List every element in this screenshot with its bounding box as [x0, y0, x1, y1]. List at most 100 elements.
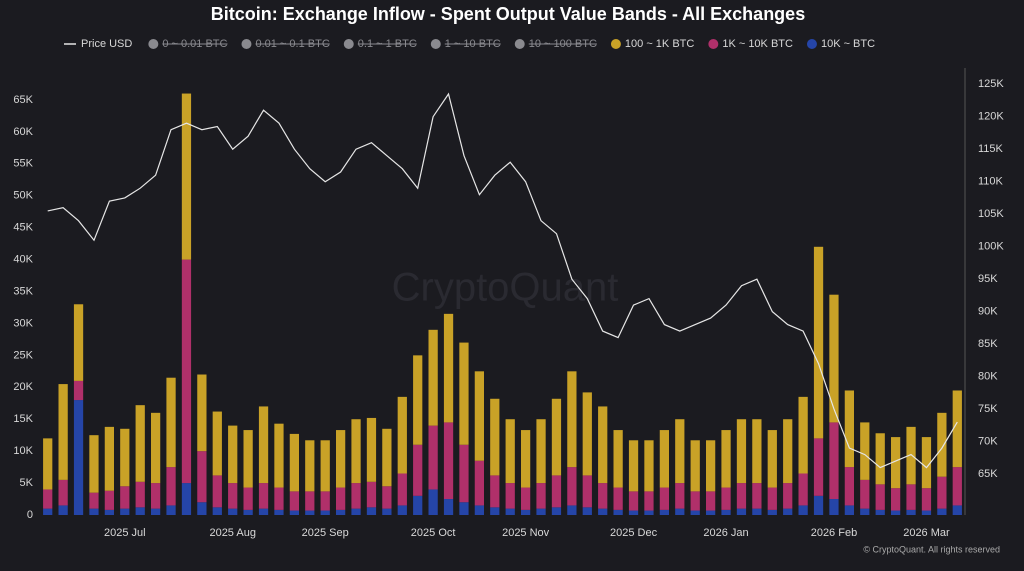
- bar: [875, 509, 885, 515]
- price-line: [47, 92, 958, 469]
- bar: [891, 488, 901, 511]
- bar: [551, 507, 562, 515]
- y2-tick-label: 105K: [978, 208, 1004, 220]
- bar: [58, 505, 68, 515]
- bar: [891, 510, 901, 515]
- bar: [320, 510, 330, 515]
- credit: © CryptoQuant. All rights reserved: [863, 544, 1000, 554]
- bar: [366, 417, 377, 482]
- bar: [937, 476, 947, 509]
- bar: [212, 507, 222, 515]
- bar: [135, 481, 145, 508]
- bar: [860, 508, 870, 515]
- y-tick-label: 50K: [13, 190, 33, 202]
- y2-tick-label: 115K: [978, 143, 1004, 155]
- bar: [798, 473, 808, 506]
- bar: [289, 433, 299, 492]
- bar: [181, 483, 192, 515]
- bar: [320, 440, 330, 492]
- x-tick-label: 2026 Feb: [811, 527, 857, 539]
- bar: [243, 430, 253, 488]
- bar: [474, 460, 484, 506]
- bar: [428, 425, 438, 490]
- bar: [875, 433, 885, 485]
- bar: [844, 390, 854, 468]
- bar: [274, 509, 284, 515]
- y-tick-label: 65K: [13, 94, 33, 106]
- bar: [675, 483, 685, 509]
- bar: [43, 489, 53, 509]
- bar: [43, 438, 53, 490]
- y2-tick-label: 125K: [978, 78, 1004, 90]
- bar: [706, 491, 716, 511]
- bar: [289, 491, 299, 511]
- bar: [644, 440, 654, 492]
- y-tick-label: 30K: [13, 317, 33, 329]
- y-tick-label: 55K: [13, 158, 33, 170]
- bar: [921, 510, 932, 515]
- bar: [721, 487, 731, 510]
- legend-dot: [343, 39, 354, 49]
- watermark: CryptoQuant: [392, 266, 619, 310]
- bar: [258, 483, 269, 509]
- bar: [413, 355, 423, 445]
- bar: [274, 423, 284, 488]
- bar: [659, 430, 669, 488]
- bar: [921, 437, 932, 489]
- bar: [783, 508, 793, 515]
- bar: [598, 483, 608, 509]
- bar: [428, 489, 438, 515]
- bar: [382, 428, 392, 487]
- bar: [382, 486, 392, 509]
- bar: [104, 490, 114, 510]
- bar: [752, 508, 762, 515]
- bar: [767, 487, 777, 510]
- y-tick-label: 20K: [13, 381, 33, 393]
- bar: [952, 467, 962, 506]
- bar: [181, 259, 192, 484]
- bar: [721, 509, 731, 515]
- bar: [952, 390, 962, 468]
- bar: [490, 507, 500, 515]
- bar: [166, 377, 176, 468]
- bar: [197, 374, 207, 452]
- bar: [351, 483, 361, 509]
- bar: [474, 505, 484, 515]
- legend-label: 1K ~ 10K BTC: [722, 38, 793, 50]
- bar: [690, 440, 700, 492]
- bar: [844, 467, 854, 506]
- bar: [536, 508, 546, 515]
- bar: [289, 510, 299, 515]
- bar: [151, 412, 161, 484]
- y-tick-label: 40K: [13, 253, 33, 265]
- bar: [706, 440, 716, 492]
- x-tick-label: 2025 Sep: [302, 527, 349, 539]
- bar: [228, 425, 238, 484]
- bar: [305, 440, 315, 492]
- bar: [413, 495, 423, 515]
- bar: [598, 406, 608, 484]
- y-tick-label: 60K: [13, 126, 33, 138]
- bar: [73, 400, 84, 515]
- y2-tick-label: 120K: [978, 111, 1004, 123]
- bar: [675, 508, 685, 515]
- bar: [351, 508, 361, 515]
- bar: [813, 495, 824, 515]
- legend-dot: [610, 39, 621, 49]
- bar: [783, 419, 793, 484]
- bar: [505, 508, 515, 515]
- bar: [490, 398, 500, 476]
- y2-tick-label: 85K: [978, 338, 998, 350]
- legend-dot: [148, 39, 159, 49]
- bar: [798, 505, 808, 515]
- bar: [690, 491, 700, 511]
- bar: [613, 430, 623, 488]
- y2-tick-label: 95K: [978, 273, 998, 285]
- bar: [274, 487, 284, 510]
- y-tick-label: 45K: [13, 222, 33, 234]
- bar: [613, 509, 623, 515]
- y2-tick-label: 90K: [978, 306, 998, 318]
- bar: [521, 430, 531, 488]
- bar: [613, 487, 623, 510]
- bar: [813, 438, 824, 496]
